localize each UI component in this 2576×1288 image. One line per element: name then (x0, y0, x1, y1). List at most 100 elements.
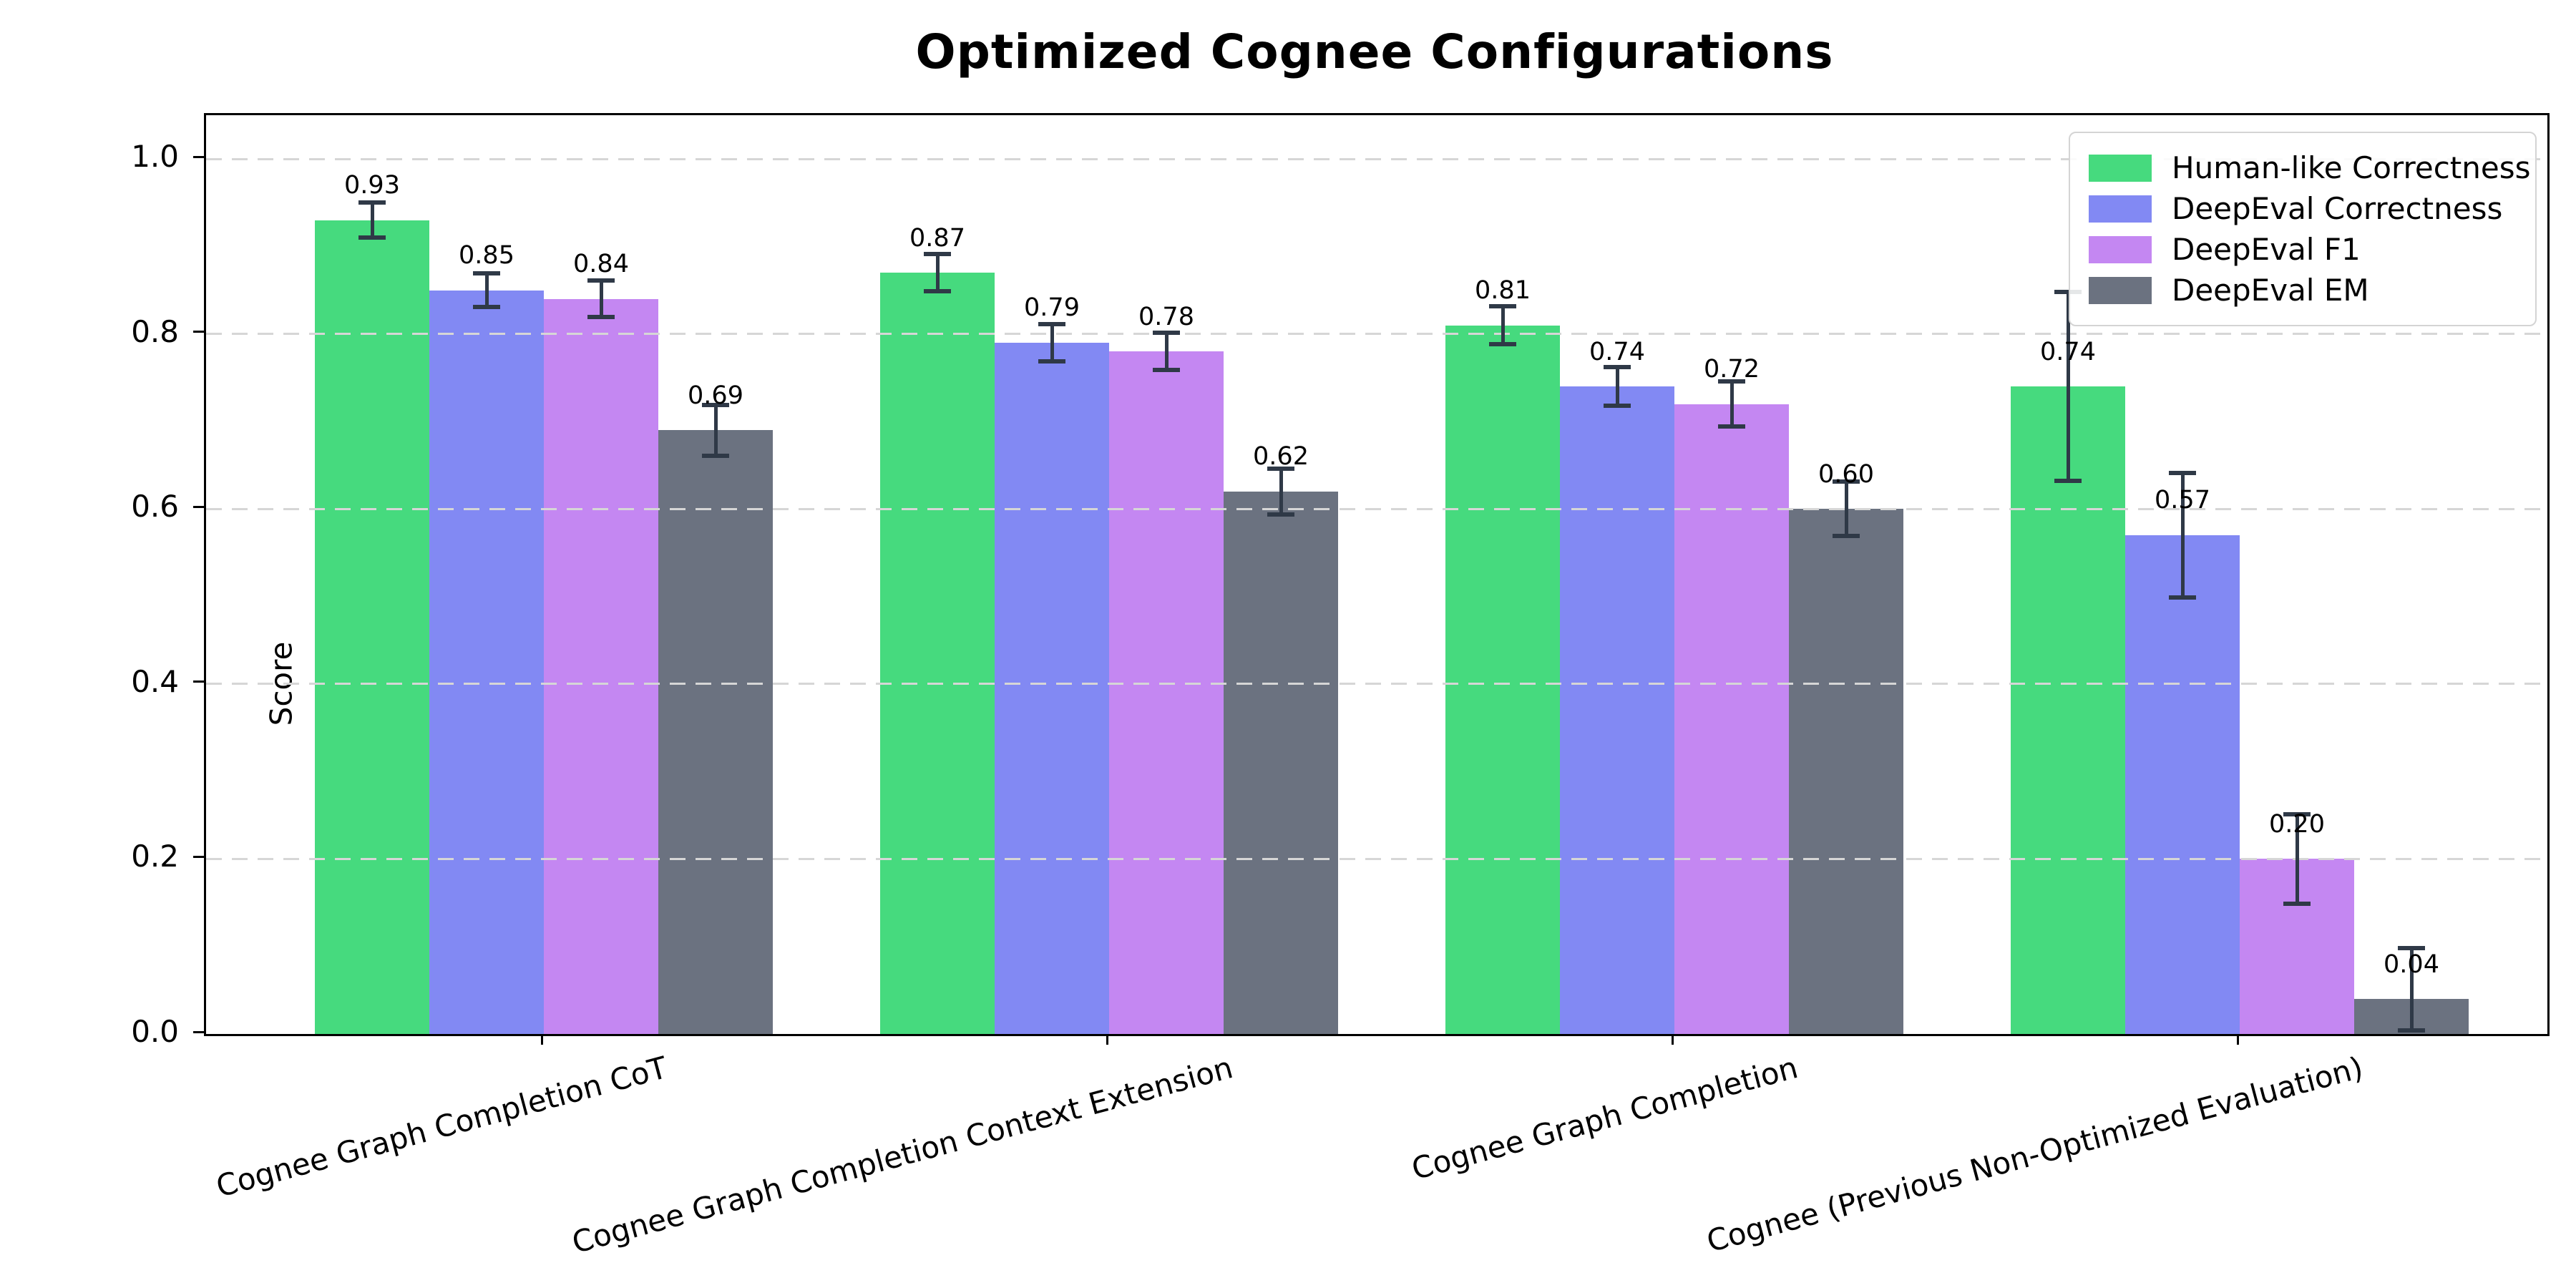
error-bar-cap (473, 304, 500, 309)
error-bar-cap (924, 288, 951, 293)
error-bar-cap (2169, 595, 2196, 600)
legend-swatch (2089, 154, 2152, 182)
y-axis-label: Score (263, 641, 299, 726)
error-bar-line (370, 203, 374, 238)
error-bar-cap (1718, 424, 1745, 429)
bar-value-label: 0.87 (909, 223, 965, 253)
error-bar-cap (702, 402, 729, 407)
error-bar-line (484, 273, 489, 307)
error-bar-line (1050, 324, 1054, 361)
error-bar-cap (1038, 322, 1065, 327)
bar-value-label: 0.93 (344, 171, 400, 200)
ytick-label-0.4: 0.4 (131, 663, 179, 699)
bar-deepeval-f1-group2 (1109, 351, 1224, 1034)
error-bar-cap (1267, 512, 1294, 517)
bar-value-label: 0.60 (1818, 459, 1874, 489)
error-bar-cap (587, 278, 615, 283)
xtick-mark (1671, 1034, 1674, 1045)
chart-title: Optimized Cognee Configurations (915, 24, 1834, 79)
ytick-label-0.6: 0.6 (131, 489, 179, 525)
legend-item-deepeval-f1: DeepEval F1 (2089, 229, 2517, 270)
error-bar-cap (702, 453, 729, 458)
bar-value-label: 0.74 (1589, 337, 1645, 366)
error-bar-line (2295, 814, 2299, 904)
error-bar-cap (2283, 812, 2311, 817)
error-bar-line (713, 404, 718, 456)
bar-deepeval-correctness-group2 (995, 342, 1109, 1034)
error-bar-cap (587, 315, 615, 320)
legend: Human-like Correctness DeepEval Correctne… (2069, 132, 2537, 326)
ytick-mark (193, 331, 204, 333)
bar-deepeval-correctness-group3 (1560, 386, 1674, 1034)
xtick-mark (1106, 1034, 1108, 1045)
error-bar-cap (358, 235, 386, 240)
bar-human-like-correctness-group3 (1445, 325, 1560, 1034)
error-bar-line (2409, 948, 2414, 1031)
legend-label: DeepEval Correctness (2172, 191, 2503, 226)
legend-swatch (2089, 276, 2152, 304)
error-bar-cap (358, 200, 386, 205)
error-bar-line (599, 280, 603, 318)
error-bar-cap (1153, 367, 1180, 372)
legend-swatch (2089, 195, 2152, 223)
error-bar-cap (473, 271, 500, 276)
bar-deepeval-em-group3 (1789, 509, 1903, 1034)
ytick-mark (193, 1030, 204, 1033)
bar-value-label: 0.62 (1253, 442, 1309, 472)
legend-item-deepeval-correctness: DeepEval Correctness (2089, 188, 2517, 229)
error-bar-cap (924, 252, 951, 257)
error-bar-cap (1833, 534, 1860, 539)
bar-human-like-correctness-group2 (880, 273, 995, 1034)
ytick-mark (193, 505, 204, 508)
ytick-mark (193, 855, 204, 858)
bar-deepeval-correctness-group1 (429, 290, 544, 1034)
ytick-label-1.0: 1.0 (131, 139, 179, 175)
legend-label: DeepEval F1 (2172, 232, 2361, 267)
error-bar-line (1615, 367, 1619, 406)
error-bar-line (1279, 469, 1283, 514)
bar-deepeval-f1-group1 (544, 298, 658, 1034)
error-bar-cap (1718, 379, 1745, 384)
bar-value-label: 0.78 (1138, 302, 1194, 331)
bar-value-label: 0.57 (2155, 486, 2210, 515)
legend-label: DeepEval EM (2172, 273, 2369, 308)
legend-swatch (2089, 235, 2152, 263)
legend-label: Human-like Correctness (2172, 150, 2531, 185)
error-bar-cap (1604, 403, 1631, 408)
legend-item-deepeval-em: DeepEval EM (2089, 270, 2517, 311)
bar-value-label: 0.84 (573, 250, 629, 279)
xtick-label-group4: Cognee (Previous Non-Optimized Evaluatio… (1703, 1050, 2367, 1259)
ytick-mark (193, 155, 204, 158)
error-bar-cap (1038, 358, 1065, 364)
error-bar-cap (2054, 290, 2082, 295)
ytick-label-0.0: 0.0 (131, 1014, 179, 1049)
error-bar-cap (1833, 479, 1860, 484)
error-bar-cap (1489, 342, 1516, 347)
error-bar-cap (1153, 331, 1180, 336)
error-bar-line (2066, 292, 2070, 482)
bar-value-label: 0.81 (1475, 275, 1531, 305)
error-bar-line (1844, 482, 1848, 537)
error-bar-line (1501, 306, 1505, 345)
xtick-mark (2236, 1034, 2239, 1045)
bar-value-label: 0.20 (2269, 809, 2325, 839)
legend-item-human-like-correctness: Human-like Correctness (2089, 147, 2531, 188)
error-bar-cap (2054, 479, 2082, 484)
ytick-mark (193, 680, 204, 683)
bar-value-label: 0.85 (459, 241, 514, 270)
error-bar-cap (1604, 365, 1631, 370)
bar-value-label: 0.79 (1024, 293, 1080, 323)
error-bar-line (935, 254, 940, 291)
ytick-label-0.8: 0.8 (131, 313, 179, 349)
error-bar-line (1164, 333, 1169, 370)
bar-value-label: 0.04 (2384, 950, 2439, 979)
bar-deepeval-em-group2 (1224, 491, 1338, 1034)
bar-deepeval-em-group1 (658, 430, 773, 1034)
bar-value-label: 0.72 (1704, 354, 1760, 384)
xtick-label-group3: Cognee Graph Completion (1407, 1050, 1802, 1187)
bar-deepeval-correctness-group4 (2125, 535, 2240, 1034)
error-bar-cap (2283, 901, 2311, 906)
bar-value-label: 0.69 (688, 381, 743, 410)
ytick-label-0.2: 0.2 (131, 839, 179, 874)
